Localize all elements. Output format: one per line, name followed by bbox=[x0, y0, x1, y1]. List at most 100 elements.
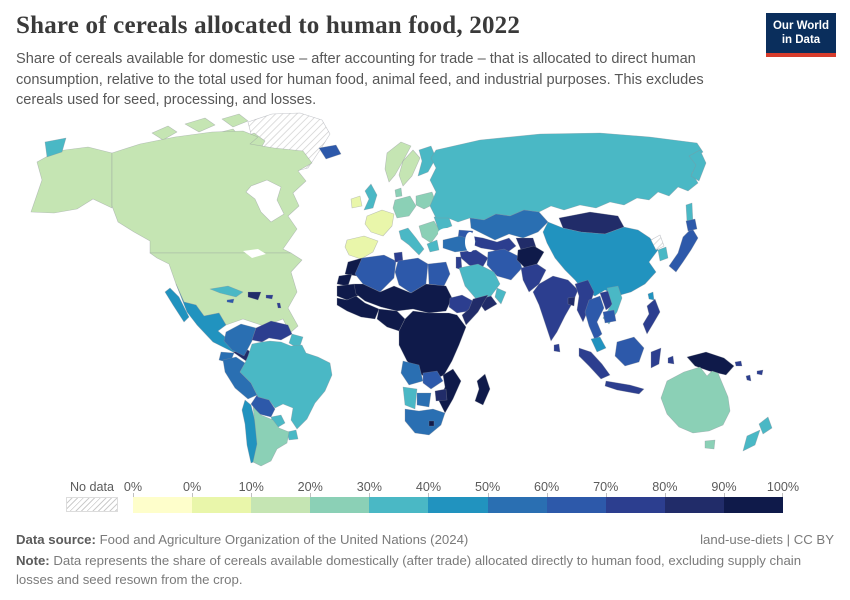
note-text: Data represents the share of cereals ava… bbox=[16, 553, 802, 587]
region-new-zealand-south[interactable] bbox=[742, 429, 761, 452]
region-canada-arctic-island[interactable] bbox=[151, 125, 178, 141]
region-venezuela[interactable] bbox=[251, 320, 293, 343]
legend-tick-label: 60% bbox=[534, 480, 560, 494]
header: Share of cereals allocated to human food… bbox=[16, 12, 756, 111]
region-finland[interactable] bbox=[417, 145, 437, 177]
region-cambodia[interactable] bbox=[602, 309, 617, 324]
caspian-sea-water bbox=[465, 232, 475, 252]
region-norway[interactable] bbox=[384, 141, 412, 183]
legend-bin[interactable]: 0% bbox=[183, 480, 252, 513]
legend-bin[interactable]: 90% 100% bbox=[711, 480, 799, 513]
region-iberia[interactable] bbox=[344, 235, 379, 260]
region-cuba[interactable] bbox=[209, 285, 244, 298]
page-title: Share of cereals allocated to human food… bbox=[16, 12, 521, 39]
region-italy[interactable] bbox=[398, 227, 425, 256]
region-sri-lanka[interactable] bbox=[553, 343, 561, 353]
region-algeria[interactable] bbox=[354, 254, 397, 293]
region-alaska[interactable] bbox=[30, 146, 113, 214]
region-argentina[interactable] bbox=[252, 406, 290, 467]
region-india[interactable] bbox=[532, 275, 579, 342]
region-malaysia[interactable] bbox=[590, 336, 607, 353]
legend-tick-label: 30% bbox=[356, 480, 382, 494]
region-tasmania[interactable] bbox=[704, 439, 716, 450]
region-canada-arctic-island[interactable] bbox=[221, 113, 249, 128]
owid-logo[interactable]: Our World in Data bbox=[766, 13, 836, 57]
legend-bin[interactable]: 20% bbox=[298, 480, 370, 513]
region-puerto-rico[interactable] bbox=[265, 294, 274, 300]
owid-logo-line2: in Data bbox=[781, 34, 821, 47]
region-chukotka[interactable] bbox=[44, 137, 67, 158]
data-source-label: Data source: bbox=[16, 532, 96, 547]
region-denmark[interactable] bbox=[394, 187, 403, 198]
region-sumatra[interactable] bbox=[578, 347, 611, 380]
region-hispaniola[interactable] bbox=[247, 291, 262, 301]
legend-bin[interactable]: 30% bbox=[357, 480, 429, 513]
region-japan[interactable] bbox=[668, 227, 699, 273]
data-source-line: Data source: Food and Agriculture Organi… bbox=[16, 531, 468, 549]
region-taiwan[interactable] bbox=[647, 291, 655, 301]
region-south-korea[interactable] bbox=[657, 246, 669, 262]
legend-bin[interactable]: 0% bbox=[124, 480, 193, 513]
region-fiji[interactable] bbox=[756, 369, 764, 376]
region-hokkaido[interactable] bbox=[685, 218, 698, 232]
legend-bin[interactable]: 10% bbox=[239, 480, 311, 513]
region-vanuatu[interactable] bbox=[745, 374, 752, 382]
region-ireland[interactable] bbox=[350, 195, 363, 209]
region-iran[interactable] bbox=[486, 248, 523, 281]
region-germany[interactable] bbox=[392, 195, 417, 219]
region-kamchatka[interactable] bbox=[688, 149, 707, 182]
legend-bin[interactable]: 40% bbox=[416, 480, 488, 513]
region-france[interactable] bbox=[364, 209, 395, 237]
region-somalia[interactable] bbox=[461, 294, 489, 326]
region-canada-arctic-island[interactable] bbox=[184, 117, 216, 133]
region-jamaica[interactable] bbox=[226, 298, 235, 304]
region-west-africa[interactable] bbox=[336, 295, 380, 320]
region-north-korea[interactable] bbox=[650, 234, 665, 251]
region-china[interactable] bbox=[542, 221, 659, 297]
region-solomon-islands[interactable] bbox=[734, 360, 743, 367]
region-lesotho[interactable] bbox=[428, 420, 435, 427]
legend-bin[interactable]: 70% bbox=[593, 480, 665, 513]
region-sulawesi[interactable] bbox=[650, 347, 662, 369]
region-botswana[interactable] bbox=[416, 392, 432, 408]
region-lesser-antilles[interactable] bbox=[276, 302, 282, 309]
region-java[interactable] bbox=[604, 380, 645, 395]
legend-bin[interactable]: 80% bbox=[652, 480, 724, 513]
region-madagascar[interactable] bbox=[474, 373, 491, 406]
region-sweden[interactable] bbox=[398, 149, 421, 187]
region-oman[interactable] bbox=[494, 287, 507, 305]
legend-no-data[interactable]: No data bbox=[66, 480, 118, 512]
region-balkans[interactable] bbox=[418, 220, 441, 244]
region-philippines[interactable] bbox=[642, 298, 661, 335]
region-greece[interactable] bbox=[426, 239, 440, 253]
legend-tick-label: 0% bbox=[182, 480, 202, 494]
license-text[interactable]: land-use-diets | CC BY bbox=[700, 532, 834, 547]
region-united-kingdom[interactable] bbox=[363, 183, 378, 211]
legend-bin[interactable]: 60% bbox=[534, 480, 606, 513]
region-zimbabwe[interactable] bbox=[434, 388, 448, 402]
region-new-guinea[interactable] bbox=[686, 351, 735, 376]
legend-bin[interactable]: 50% bbox=[475, 480, 547, 513]
region-canada[interactable] bbox=[111, 130, 313, 254]
region-borneo[interactable] bbox=[614, 336, 645, 367]
legend-tick-label: 20% bbox=[297, 480, 323, 494]
region-new-zealand-north[interactable] bbox=[758, 416, 773, 435]
region-russia[interactable] bbox=[429, 132, 704, 223]
region-australia[interactable] bbox=[660, 366, 731, 434]
region-kazakhstan[interactable] bbox=[469, 209, 549, 241]
region-thailand[interactable] bbox=[584, 295, 605, 341]
data-source-text[interactable]: Food and Agriculture Organization of the… bbox=[99, 532, 469, 547]
region-bangladesh[interactable] bbox=[567, 296, 576, 307]
region-egypt[interactable] bbox=[427, 261, 451, 287]
region-zambia[interactable] bbox=[422, 370, 444, 390]
region-south-africa[interactable] bbox=[404, 408, 446, 436]
region-angola[interactable] bbox=[400, 360, 424, 386]
region-moluccas[interactable] bbox=[667, 355, 675, 365]
region-iceland[interactable] bbox=[318, 144, 342, 160]
legend-tick-label: 0% bbox=[123, 480, 143, 494]
region-brazil[interactable] bbox=[239, 340, 333, 430]
region-baja-california[interactable] bbox=[164, 287, 190, 323]
region-saudi-arabia[interactable] bbox=[458, 263, 501, 301]
region-namibia[interactable] bbox=[402, 386, 418, 410]
region-colombia[interactable] bbox=[223, 323, 257, 357]
